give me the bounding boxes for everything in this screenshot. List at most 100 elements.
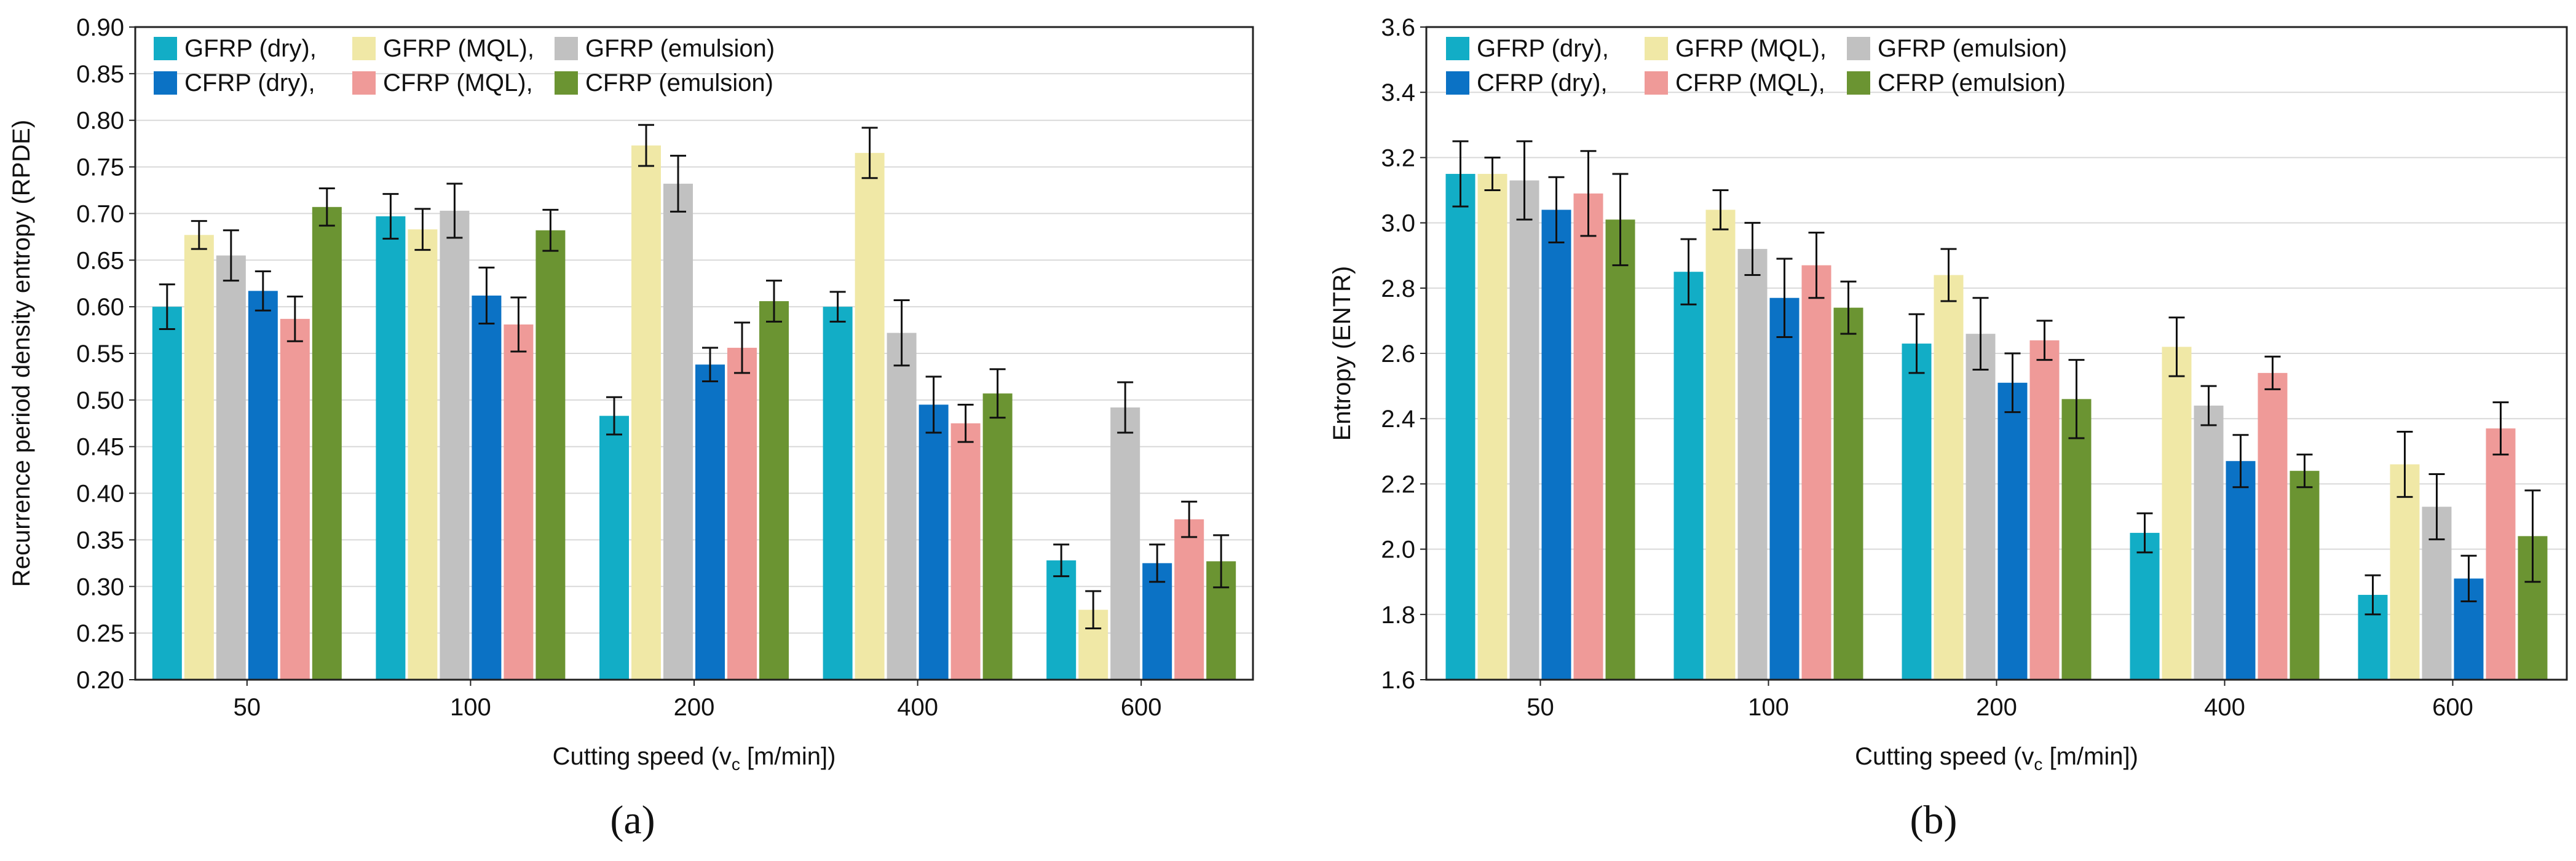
bar-cfrp-emulsion-400 xyxy=(2290,471,2320,680)
x-tick-label: 100 xyxy=(1748,694,1789,721)
legend-swatch xyxy=(154,71,177,95)
bar-cfrp-mql-400 xyxy=(2258,372,2288,680)
bar-cfrp-emulsion-50 xyxy=(312,206,342,680)
chart-panel-a: 50 100 200 400 600 0.20 0.25 0.30 0.35 0.40 0.45 0.… xyxy=(8,14,1254,843)
bar-gfrp-mql-50 xyxy=(184,235,214,680)
x-axis-label-subscript: c xyxy=(732,755,740,774)
bar-cfrp-emulsion-50 xyxy=(1605,219,1635,680)
x-tick-label: 200 xyxy=(674,694,715,721)
y-tick-label: 2.2 xyxy=(1381,471,1415,498)
bar-cfrp-dry-50 xyxy=(1541,210,1571,680)
bar-cfrp-emulsion-100 xyxy=(535,230,566,680)
legend-label: CFRP (emulsion) xyxy=(1878,69,2066,96)
y-tick-label: 1.6 xyxy=(1381,667,1415,694)
legend-label: CFRP (dry), xyxy=(184,69,315,96)
x-axis-label-main: Cutting speed (v xyxy=(1855,743,2034,770)
bar-gfrp-dry-400 xyxy=(2130,533,2160,680)
bar-gfrp-emulsion-400 xyxy=(2194,405,2224,680)
legend-label: CFRP (MQL), xyxy=(383,69,533,96)
y-tick-label: 3.6 xyxy=(1381,14,1415,41)
x-tick-label: 50 xyxy=(1527,694,1554,721)
legend-swatch xyxy=(1645,37,1668,60)
y-tick-label: 2.8 xyxy=(1381,275,1415,302)
bar-gfrp-emulsion-50 xyxy=(1509,180,1539,680)
bar-gfrp-dry-50 xyxy=(1445,173,1476,680)
legend-label: GFRP (emulsion) xyxy=(1878,35,2067,62)
legend-swatch xyxy=(352,71,376,95)
legend-label: GFRP (dry), xyxy=(1477,35,1609,62)
bar-cfrp-emulsion-200 xyxy=(759,301,789,680)
y-tick-label: 0.70 xyxy=(76,200,124,227)
legend-swatch xyxy=(555,37,578,60)
bar-cfrp-mql-200 xyxy=(2029,340,2060,680)
x-tick-label: 600 xyxy=(2432,694,2473,721)
legend-swatch xyxy=(1847,37,1870,60)
y-tick-label: 3.2 xyxy=(1381,144,1415,171)
bar-cfrp-dry-400 xyxy=(2226,461,2256,680)
legend-label: GFRP (MQL), xyxy=(1675,35,1827,62)
y-tick-label: 3.4 xyxy=(1381,79,1415,106)
legend-label: GFRP (dry), xyxy=(184,35,317,62)
legend-label: GFRP (MQL), xyxy=(383,35,534,62)
legend-swatch xyxy=(352,37,376,60)
y-tick-label: 0.25 xyxy=(76,620,124,647)
x-axis-label-tail: [m/min]) xyxy=(2042,743,2138,770)
x-tick-label: 600 xyxy=(1121,694,1162,721)
bar-cfrp-dry-100 xyxy=(1769,297,1800,680)
panel-label: (a) xyxy=(610,798,655,843)
bar-gfrp-emulsion-50 xyxy=(216,255,246,680)
y-tick-label: 0.60 xyxy=(76,294,124,321)
y-tick-label: 2.6 xyxy=(1381,340,1415,368)
bar-gfrp-mql-200 xyxy=(631,145,661,680)
y-tick-label: 2.0 xyxy=(1381,537,1415,564)
legend-swatch xyxy=(1645,71,1668,95)
bar-cfrp-dry-100 xyxy=(472,295,502,680)
bar-gfrp-mql-600 xyxy=(2390,464,2420,680)
y-tick-label: 0.55 xyxy=(76,340,124,368)
y-tick-label: 2.4 xyxy=(1381,406,1415,433)
bar-cfrp-mql-50 xyxy=(280,318,310,680)
chart-panel-b: 50 100 200 400 600 1.6 1.8 2.0 2.2 2.4 2.6 2.8 3.0 3.… xyxy=(1329,14,2568,843)
legend-label: CFRP (MQL), xyxy=(1675,69,1825,96)
legend-label: GFRP (emulsion) xyxy=(585,35,775,62)
bar-gfrp-dry-600 xyxy=(1046,560,1077,680)
y-tick-label: 0.50 xyxy=(76,387,124,414)
y-tick-label: 3.0 xyxy=(1381,210,1415,237)
y-axis-label: Entropy (ENTR) xyxy=(1329,266,1356,441)
y-tick-label: 0.20 xyxy=(76,667,124,694)
bar-gfrp-dry-200 xyxy=(1902,344,1932,680)
bar-cfrp-mql-600 xyxy=(1174,519,1204,680)
y-tick-label: 0.75 xyxy=(76,154,124,181)
x-tick-label: 400 xyxy=(2204,694,2245,721)
bar-cfrp-emulsion-400 xyxy=(982,393,1013,680)
x-axis-label-tail: [m/min]) xyxy=(740,743,836,770)
y-tick-label: 0.65 xyxy=(76,247,124,274)
bar-gfrp-dry-50 xyxy=(152,307,182,680)
x-tick-label: 50 xyxy=(234,694,261,721)
legend-swatch xyxy=(1847,71,1870,95)
bar-gfrp-dry-200 xyxy=(599,415,629,680)
bar-gfrp-dry-100 xyxy=(376,216,406,680)
bar-cfrp-mql-100 xyxy=(1801,265,1831,680)
bar-gfrp-mql-200 xyxy=(1934,275,1964,680)
bar-cfrp-mql-400 xyxy=(950,423,981,680)
x-tick-label: 400 xyxy=(897,694,938,721)
bar-gfrp-mql-400 xyxy=(855,152,885,680)
y-tick-label: 1.8 xyxy=(1381,602,1415,629)
legend-label: CFRP (emulsion) xyxy=(585,69,773,96)
x-tick-label: 200 xyxy=(1976,694,2017,721)
y-tick-label: 0.45 xyxy=(76,434,124,461)
legend-swatch xyxy=(555,71,578,95)
bar-gfrp-emulsion-200 xyxy=(1966,334,1996,680)
x-axis-label: Cutting speed (vc [m/min]) xyxy=(1855,743,2138,774)
y-tick-label: 0.30 xyxy=(76,573,124,600)
bar-gfrp-dry-400 xyxy=(823,307,853,680)
bar-gfrp-emulsion-600 xyxy=(1110,407,1140,680)
bar-cfrp-emulsion-200 xyxy=(2061,399,2092,680)
y-tick-label: 0.80 xyxy=(76,108,124,135)
x-axis-label-subscript: c xyxy=(2034,755,2042,774)
y-tick-label: 0.90 xyxy=(76,14,124,41)
bar-cfrp-mql-50 xyxy=(1573,193,1603,680)
bar-gfrp-mql-100 xyxy=(1705,210,1736,680)
